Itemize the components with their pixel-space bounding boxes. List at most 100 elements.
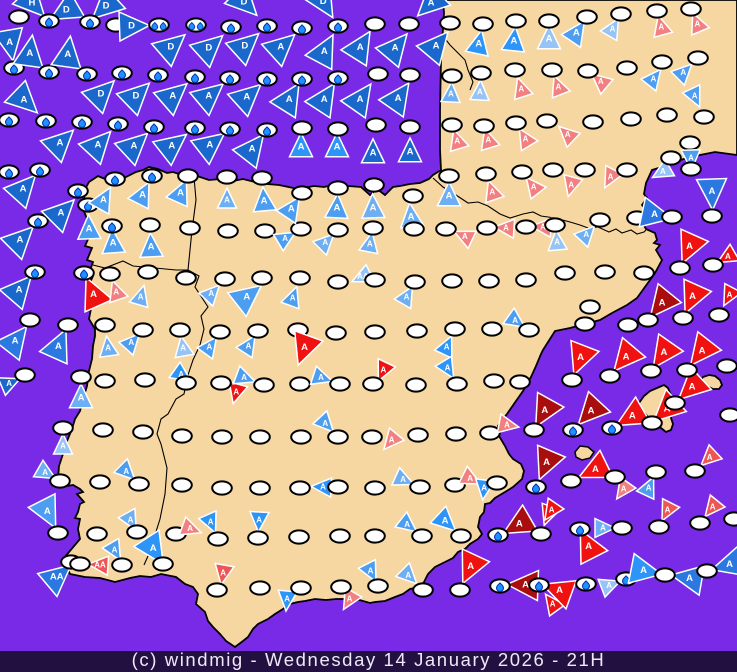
svg-text:A: A xyxy=(665,506,671,515)
svg-text:A: A xyxy=(318,373,324,382)
svg-text:A: A xyxy=(686,573,693,584)
svg-text:A: A xyxy=(113,287,119,296)
svg-text:D: D xyxy=(97,89,104,100)
svg-text:A: A xyxy=(660,167,666,176)
svg-text:A: A xyxy=(689,291,696,302)
svg-text:A: A xyxy=(680,68,686,77)
svg-text:A: A xyxy=(333,203,340,214)
svg-text:A: A xyxy=(298,142,305,153)
svg-text:A: A xyxy=(568,181,574,190)
svg-text:A: A xyxy=(651,209,658,220)
svg-text:A: A xyxy=(224,196,230,205)
svg-text:A: A xyxy=(400,475,406,484)
svg-text:D: D xyxy=(240,0,247,7)
svg-text:A: A xyxy=(623,351,630,362)
svg-text:A: A xyxy=(60,442,66,451)
svg-text:A: A xyxy=(710,503,716,512)
svg-text:A: A xyxy=(695,19,701,28)
svg-text:A: A xyxy=(20,94,27,105)
svg-text:A: A xyxy=(290,293,296,302)
svg-text:A: A xyxy=(503,224,509,233)
svg-text:A: A xyxy=(522,580,529,591)
svg-text:A: A xyxy=(445,364,451,373)
svg-text:A: A xyxy=(442,516,449,527)
svg-text:AA: AA xyxy=(94,561,106,570)
svg-text:A: A xyxy=(168,141,175,152)
svg-text:D: D xyxy=(241,41,248,52)
svg-text:A: A xyxy=(169,91,176,102)
svg-text:A: A xyxy=(220,569,226,578)
svg-text:A: A xyxy=(531,182,537,191)
svg-text:A: A xyxy=(286,94,293,105)
svg-text:A: A xyxy=(112,546,118,555)
svg-text:A: A xyxy=(651,74,657,83)
svg-text:A: A xyxy=(610,24,616,33)
svg-text:AA: AA xyxy=(50,572,64,583)
svg-text:A: A xyxy=(664,403,671,414)
svg-text:A: A xyxy=(446,191,453,202)
svg-text:D: D xyxy=(103,0,110,11)
svg-text:A: A xyxy=(512,316,518,325)
svg-text:A: A xyxy=(26,48,33,59)
svg-text:A: A xyxy=(100,195,107,206)
svg-text:A: A xyxy=(660,347,667,358)
svg-text:A: A xyxy=(433,41,440,52)
svg-text:A: A xyxy=(621,485,627,494)
svg-text:D: D xyxy=(128,21,135,32)
svg-text:A: A xyxy=(475,39,482,50)
svg-text:A: A xyxy=(428,0,435,8)
svg-text:A: A xyxy=(208,289,214,298)
svg-text:A: A xyxy=(405,571,411,580)
svg-text:A: A xyxy=(128,516,134,525)
svg-text:A: A xyxy=(148,242,155,253)
svg-text:D: D xyxy=(320,0,327,7)
svg-text:A: A xyxy=(243,92,250,103)
svg-text:A: A xyxy=(138,293,144,302)
svg-text:A: A xyxy=(241,373,247,382)
svg-text:A: A xyxy=(233,388,239,397)
svg-text:A: A xyxy=(454,137,460,146)
svg-text:A: A xyxy=(692,92,698,101)
svg-text:A: A xyxy=(688,154,694,163)
svg-text:A: A xyxy=(357,94,364,105)
svg-text:A: A xyxy=(261,196,268,207)
svg-text:A: A xyxy=(277,42,284,53)
svg-text:A: A xyxy=(44,506,51,517)
svg-text:A: A xyxy=(301,342,308,353)
svg-text:A: A xyxy=(598,77,604,86)
svg-text:A: A xyxy=(16,285,23,296)
svg-text:A: A xyxy=(367,240,373,249)
svg-text:A: A xyxy=(370,203,377,214)
svg-text:A: A xyxy=(86,224,93,235)
svg-text:A: A xyxy=(686,241,693,252)
svg-text:A: A xyxy=(481,484,487,493)
svg-text:A: A xyxy=(334,142,341,153)
svg-text:A: A xyxy=(20,184,27,195)
svg-text:A: A xyxy=(105,344,111,353)
svg-text:A: A xyxy=(139,190,146,201)
svg-text:D: D xyxy=(63,5,70,16)
svg-text:A: A xyxy=(404,292,410,301)
svg-text:A: A xyxy=(565,130,571,139)
svg-text:A: A xyxy=(606,581,612,590)
svg-text:A: A xyxy=(381,366,387,375)
svg-text:A: A xyxy=(629,411,636,422)
svg-text:A: A xyxy=(477,88,483,97)
svg-text:A: A xyxy=(110,238,117,249)
svg-text:A: A xyxy=(246,341,252,350)
svg-text:A: A xyxy=(389,436,395,445)
svg-text:A: A xyxy=(588,405,595,416)
svg-text:A: A xyxy=(56,138,63,149)
svg-text:A: A xyxy=(128,338,134,347)
svg-text:A: A xyxy=(64,49,71,60)
svg-text:A: A xyxy=(489,187,495,196)
svg-text:A: A xyxy=(408,212,415,223)
svg-text:A: A xyxy=(282,234,288,243)
svg-text:A: A xyxy=(321,94,328,105)
svg-text:A: A xyxy=(600,524,606,533)
svg-text:A: A xyxy=(550,599,556,608)
svg-text:A: A xyxy=(78,393,85,404)
svg-text:A: A xyxy=(187,524,193,533)
svg-text:A: A xyxy=(320,483,326,492)
svg-text:A: A xyxy=(370,148,377,159)
